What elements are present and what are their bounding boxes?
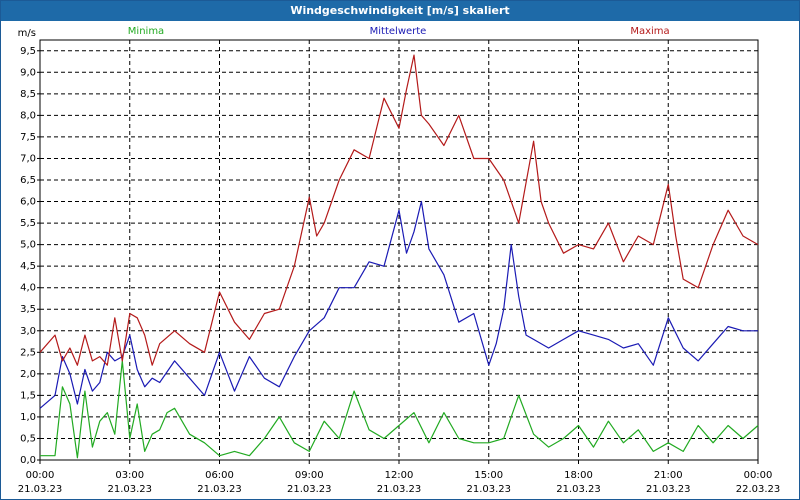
x-tick-date: 21.03.23 <box>377 484 422 495</box>
y-tick-label: 2,0 <box>20 369 36 380</box>
x-tick-date: 21.03.23 <box>556 484 601 495</box>
y-tick-label: 8,0 <box>20 110 36 121</box>
x-tick-time: 03:00 <box>115 470 144 481</box>
series-line-mittelwerte <box>39 200 758 409</box>
x-tick-date: 22.03.23 <box>736 484 781 495</box>
y-tick-label: 0,5 <box>20 433 36 444</box>
series-line-minima <box>40 360 759 459</box>
x-tick-date: 21.03.23 <box>287 484 332 495</box>
x-tick-time: 21:00 <box>654 470 683 481</box>
y-tick-label: 7,0 <box>20 153 36 164</box>
y-tick-label: 3,0 <box>20 326 36 337</box>
x-tick-time: 09:00 <box>295 470 324 481</box>
y-axis-label: m/s <box>18 28 36 39</box>
y-tick-label: 5,0 <box>20 240 36 251</box>
x-tick-date: 21.03.23 <box>197 484 242 495</box>
x-tick-date: 21.03.23 <box>18 484 63 495</box>
x-tick-date: 21.03.23 <box>466 484 511 495</box>
x-tick-date: 21.03.23 <box>646 484 691 495</box>
y-tick-label: 7,5 <box>20 132 36 143</box>
y-tick-label: 6,0 <box>20 197 36 208</box>
y-tick-label: 4,0 <box>20 283 36 294</box>
legend-entry-maxima: Maxima <box>630 26 669 37</box>
window-title: Windgeschwindigkeit [m/s] skaliert <box>1 1 799 21</box>
y-tick-label: 4,5 <box>20 261 36 272</box>
x-tick-date: 21.03.23 <box>107 484 152 495</box>
y-tick-label: 6,5 <box>20 175 36 186</box>
y-tick-label: 8,5 <box>20 89 36 100</box>
x-tick-time: 18:00 <box>564 470 593 481</box>
y-tick-label: 9,0 <box>20 67 36 78</box>
x-tick-time: 00:00 <box>744 470 773 481</box>
x-tick-time: 15:00 <box>474 470 503 481</box>
x-tick-time: 06:00 <box>205 470 234 481</box>
legend-entry-minima: Minima <box>128 26 164 37</box>
x-tick-time: 00:00 <box>26 470 55 481</box>
y-tick-label: 2,5 <box>20 347 36 358</box>
y-tick-label: 9,5 <box>20 46 36 57</box>
y-tick-label: 0,0 <box>20 455 36 466</box>
legend-entry-mittelwerte: Mittelwerte <box>370 26 427 37</box>
y-tick-label: 3,5 <box>20 304 36 315</box>
series-line-maxima <box>39 54 759 366</box>
y-tick-label: 5,5 <box>20 218 36 229</box>
y-tick-label: 1,0 <box>20 412 36 423</box>
x-tick-time: 12:00 <box>385 470 414 481</box>
y-tick-label: 1,5 <box>20 390 36 401</box>
